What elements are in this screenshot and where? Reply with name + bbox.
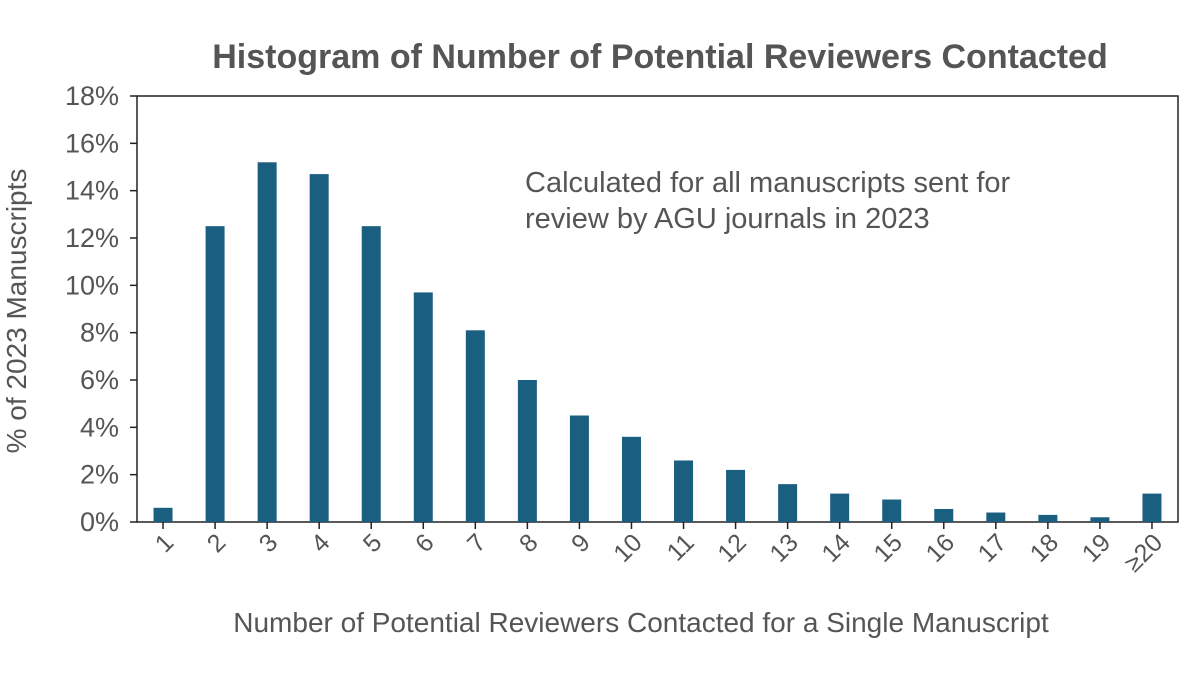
x-tick-label: 3 (254, 528, 284, 558)
x-tick-label: 6 (410, 528, 440, 558)
y-tick-label: 4% (80, 412, 119, 442)
x-tick-label: 15 (869, 528, 908, 567)
bar-4 (309, 174, 329, 522)
x-tick-label: 12 (712, 528, 751, 567)
x-tick-label: 13 (764, 528, 803, 567)
x-tick-label: 19 (1077, 528, 1116, 567)
bar-3 (257, 162, 277, 522)
bar-18 (1038, 514, 1058, 522)
x-tick-label: 10 (608, 528, 647, 567)
y-tick-label: 16% (65, 128, 119, 158)
y-axis-label: % of 2023 Manuscripts (1, 169, 32, 454)
bar-12 (726, 469, 746, 522)
y-tick-label: 14% (65, 176, 119, 206)
x-tick-label: 18 (1025, 528, 1064, 567)
bar-10 (621, 436, 641, 522)
x-tick-label: 1 (150, 528, 180, 558)
x-axis-label: Number of Potential Reviewers Contacted … (233, 607, 1049, 638)
bar-17 (986, 512, 1006, 522)
bar-11 (674, 460, 694, 522)
y-tick-label: 8% (80, 318, 119, 348)
chart-title: Histogram of Number of Potential Reviewe… (212, 38, 1108, 76)
x-tick-label: 17 (973, 528, 1012, 567)
bar-15 (882, 499, 902, 522)
x-tick-label: 11 (662, 528, 700, 566)
x-tick-label: 9 (566, 528, 596, 558)
bar-5 (361, 226, 381, 523)
x-tick-label: 5 (358, 528, 388, 558)
bar-20 (1142, 493, 1162, 522)
x-tick-label: ≥20 (1119, 528, 1168, 577)
y-tick-label: 18% (65, 81, 119, 111)
plot-frame (136, 95, 1179, 523)
x-tick-label: 8 (514, 528, 544, 558)
annotation-line-1: Calculated for all manuscripts sent for (525, 167, 1010, 199)
x-axis: 1 2 3 4 5 6 7 8 9 10 11 12 13 14 15 16 17 18 19 ≥20 (150, 522, 1168, 578)
bar-14 (830, 493, 850, 522)
y-tick-label: 10% (65, 270, 119, 300)
bar-7 (465, 330, 485, 522)
annotation-line-2: review by AGU journals in 2023 (525, 203, 930, 235)
y-tick-label: 2% (80, 460, 119, 490)
y-tick-label: 6% (80, 365, 119, 395)
bar-16 (934, 508, 954, 522)
bars (153, 162, 1162, 523)
y-tick-label: 12% (65, 223, 119, 253)
bar-8 (517, 380, 537, 522)
x-tick-label: 7 (462, 528, 492, 558)
bar-6 (413, 292, 433, 522)
bar-1 (153, 507, 173, 522)
x-tick-label: 2 (202, 528, 232, 558)
y-tick-label: 0% (80, 507, 119, 537)
y-axis: 0% 2% 4% 6% 8% 10% 12% 14% 16% 18% (65, 81, 137, 537)
bar-19 (1090, 517, 1110, 522)
x-tick-label: 14 (816, 528, 856, 568)
x-tick-label: 16 (921, 528, 960, 567)
x-tick-label: 4 (306, 528, 336, 558)
bar-2 (205, 226, 225, 523)
bar-9 (569, 415, 589, 522)
bar-13 (778, 484, 798, 522)
